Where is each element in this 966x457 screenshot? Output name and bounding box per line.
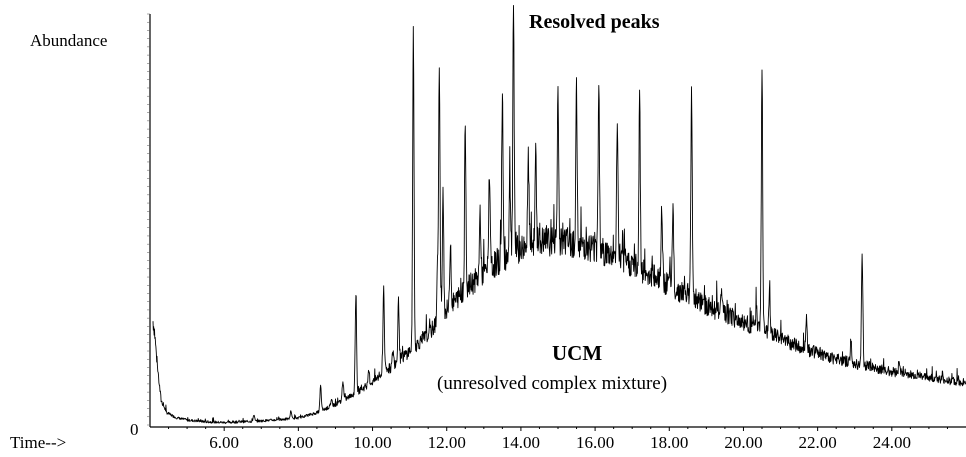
x-tick-label: 20.00	[724, 433, 762, 452]
x-tick-label: 10.00	[353, 433, 391, 452]
y-axis-minor-ticks	[147, 13, 150, 426]
x-tick-label: 24.00	[873, 433, 911, 452]
y-zero-label: 0	[130, 420, 139, 439]
x-tick-label: 16.00	[576, 433, 614, 452]
x-axis-label: Time-->	[10, 433, 66, 452]
x-tick-label: 22.00	[799, 433, 837, 452]
ucm-annotation: UCM	[552, 341, 602, 365]
resolved-peaks-annotation: Resolved peaks	[529, 11, 660, 33]
x-axis-ticks: 6.00 8.00 10.00 12.00 14.00 16.00 18.00 20.00 22…	[168, 427, 948, 452]
x-tick-label: 18.00	[650, 433, 688, 452]
x-tick-label: 8.00	[283, 433, 313, 452]
x-tick-label: 6.00	[209, 433, 239, 452]
x-tick-label: 14.00	[502, 433, 540, 452]
y-axis-label: Abundance	[30, 31, 107, 50]
ucm-subtitle-annotation: (unresolved complex mixture)	[437, 373, 667, 394]
chromatogram-trace	[152, 5, 966, 425]
x-tick-label: 12.00	[428, 433, 466, 452]
